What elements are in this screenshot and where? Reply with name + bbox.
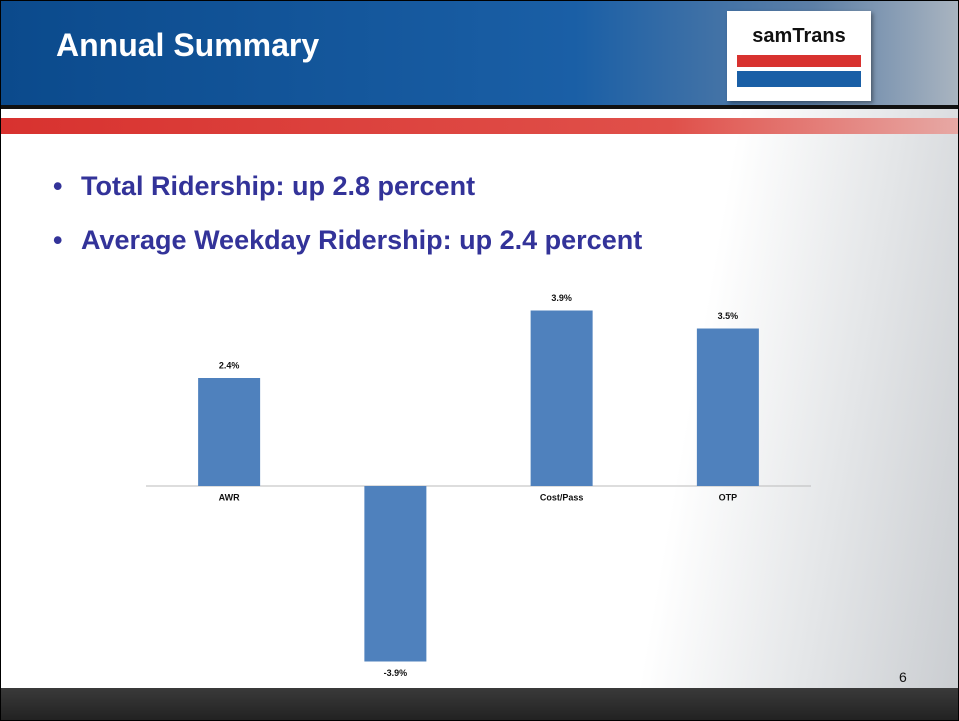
stripe [1, 118, 958, 134]
x-tick-label: AWR [219, 492, 240, 502]
logo: samTrans [727, 11, 871, 101]
footer [1, 688, 958, 720]
value-label: 2.4% [219, 360, 240, 370]
logo-bar [737, 71, 861, 87]
slide-title: Annual Summary [56, 27, 320, 63]
value-label: -3.9% [384, 668, 408, 678]
bullet: Average Weekday Ridership: up 2.4 percen… [53, 225, 642, 256]
value-label: 3.9% [551, 293, 572, 303]
bar [364, 486, 427, 662]
page-number: 6 [899, 669, 907, 685]
logo-bar [737, 55, 861, 67]
bar [530, 310, 593, 486]
x-tick-label: Cost/Pass [540, 492, 584, 502]
value-label: 3.5% [718, 311, 739, 321]
logo-text: samTrans [752, 25, 846, 47]
bar [198, 378, 261, 486]
bullet: Total Ridership: up 2.8 percent [53, 171, 475, 202]
x-tick-label: OTP [719, 492, 738, 502]
bar [696, 328, 759, 486]
